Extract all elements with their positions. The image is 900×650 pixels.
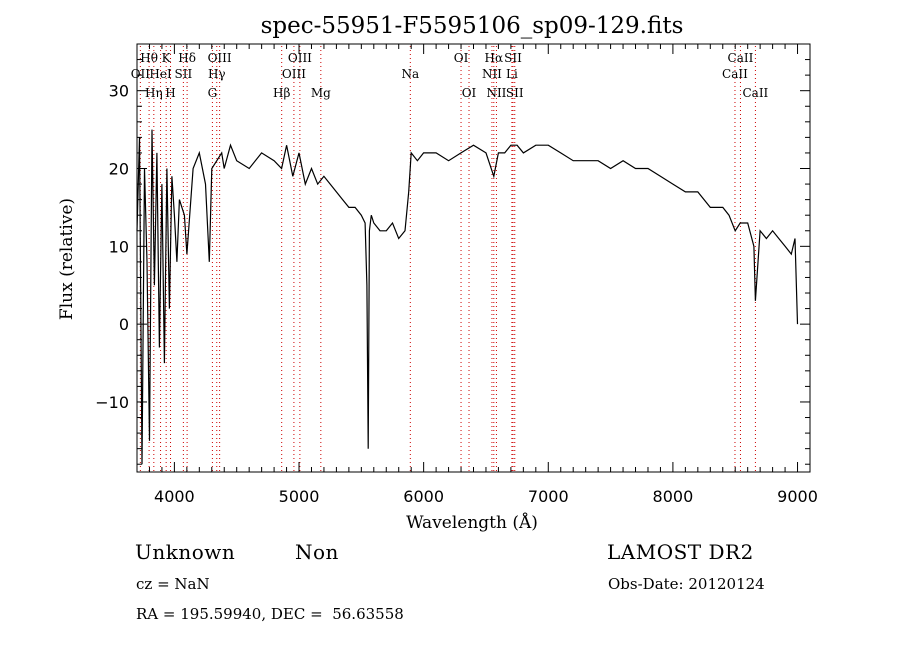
flux-series <box>136 129 799 465</box>
spectral-line-label: OIII <box>208 51 232 65</box>
spectral-line-label: Mg <box>311 86 331 100</box>
spectral-line-label: CaII <box>742 86 768 100</box>
spectral-line-label: SII <box>506 86 524 100</box>
obs-date-text: Obs-Date: 20120124 <box>608 575 765 593</box>
y-tick-label: −10 <box>95 393 129 412</box>
classification-text: Unknown <box>135 540 236 564</box>
x-tick-label: 4000 <box>154 487 195 506</box>
spectral-line-label: SII <box>175 67 193 81</box>
spectral-line-label: OIII <box>282 67 306 81</box>
spectral-line-label: Na <box>401 67 419 81</box>
spectral-line-markers <box>139 46 756 471</box>
spectral-line-label: SII <box>504 51 522 65</box>
chart-title: spec-55951-F5595106_sp09-129.fits <box>261 13 684 39</box>
x-tick-label: 5000 <box>279 487 320 506</box>
spectral-line-label: Hθ <box>140 51 158 65</box>
survey-text: LAMOST DR2 <box>607 540 754 564</box>
x-tick-label: 6000 <box>403 487 444 506</box>
y-tick-label: 0 <box>119 315 129 334</box>
spectral-line-label: Hδ <box>178 51 196 65</box>
spectral-line-label: Hγ <box>208 67 226 81</box>
x-tick-label: 9000 <box>777 487 818 506</box>
x-tick-label: 8000 <box>653 487 694 506</box>
coordinates-text: RA = 195.59940, DEC = 56.63558 <box>136 605 404 623</box>
flux-series-line <box>136 129 799 465</box>
spectral-line-label: CaII <box>722 67 748 81</box>
spectral-line-label: NII <box>486 86 506 100</box>
spectral-line-label: OII <box>131 67 151 81</box>
plot-frame <box>136 43 811 473</box>
spectral-line-label: NII <box>482 67 502 81</box>
spectral-line-label: HeI <box>149 67 172 81</box>
spectral-line-label: OI <box>462 86 477 100</box>
x-axis-label: Wavelength (Å) <box>406 512 538 533</box>
y-tick-label: 20 <box>109 160 129 179</box>
y-tick-label: 10 <box>109 237 129 256</box>
axis-ticks: 4000 5000 6000 7000 8000 9000 −10 0 10 20 30 <box>95 43 818 506</box>
cz-text: cz = NaN <box>136 575 210 593</box>
y-axis-label: Flux (relative) <box>57 198 77 320</box>
spectral-line-label: OIII <box>288 51 312 65</box>
spectral-line-label: OI <box>454 51 469 65</box>
subclass-text: Non <box>295 540 339 564</box>
y-tick-label: 30 <box>109 82 129 101</box>
spectral-line-label: CaII <box>728 51 754 65</box>
spectral-line-label: H <box>165 86 175 100</box>
x-tick-label: 7000 <box>528 487 569 506</box>
spectral-line-label: Hβ <box>273 86 290 100</box>
spectral-line-label: G <box>208 86 218 100</box>
spectral-line-label: K <box>162 51 172 65</box>
spectral-line-label: Hα <box>485 51 504 65</box>
spectral-line-label: Li <box>506 67 518 81</box>
spectral-line-label: Hη <box>145 86 163 100</box>
